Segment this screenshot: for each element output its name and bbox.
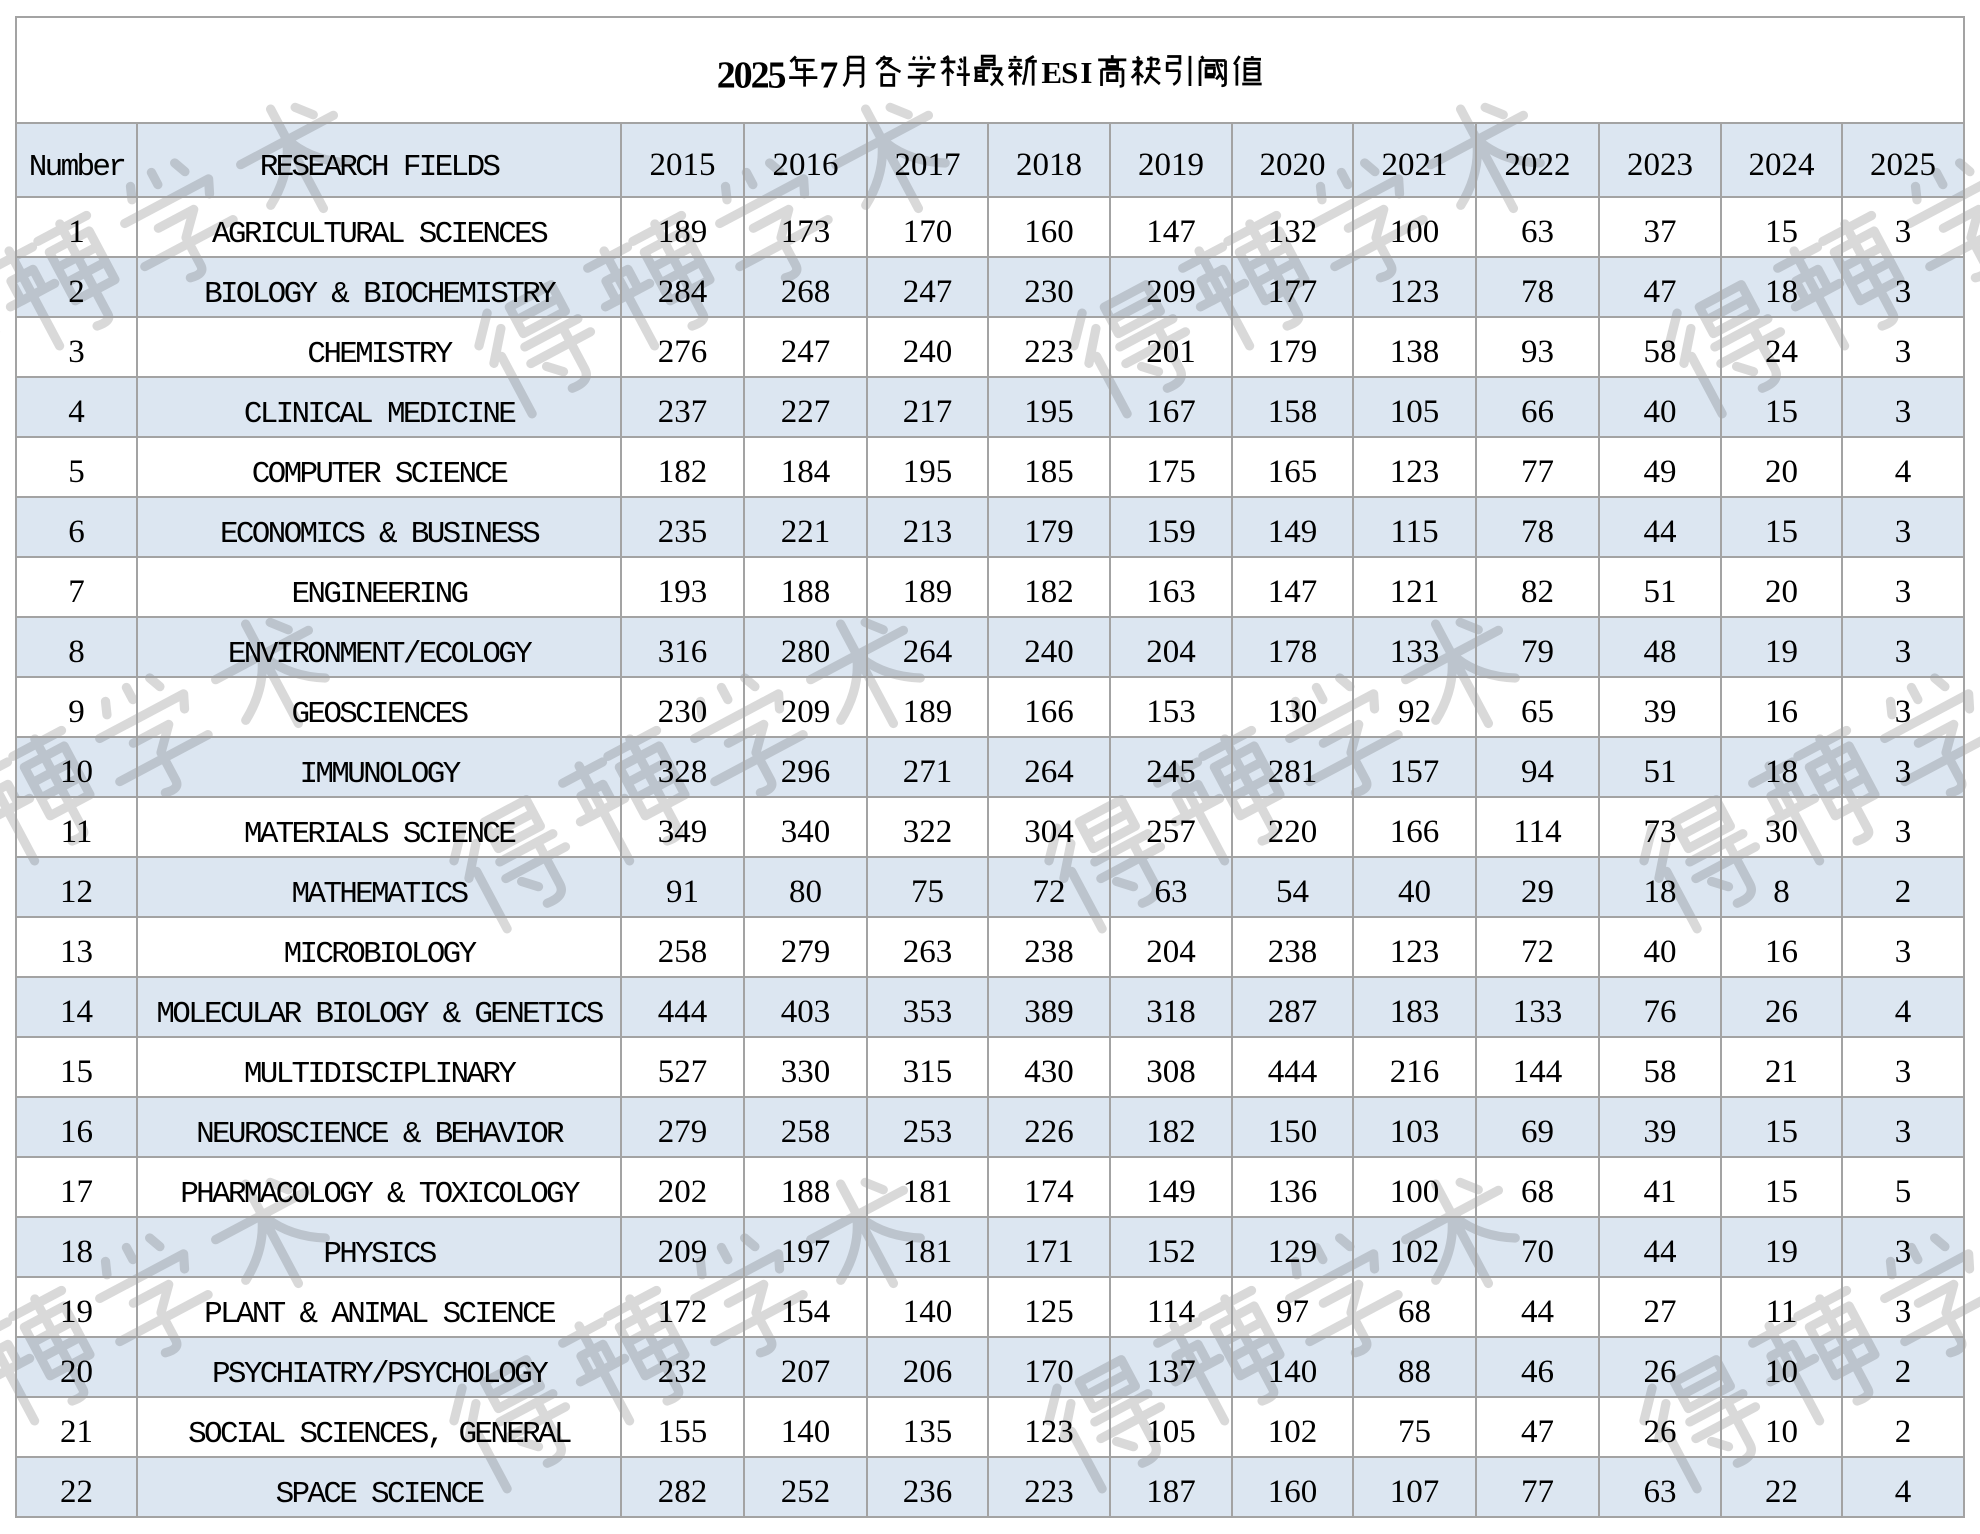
svg-text:I: I [1080, 55, 1092, 90]
svg-text:2025: 2025 [717, 55, 787, 97]
svg-text:E: E [1041, 55, 1062, 90]
svg-text:7: 7 [819, 55, 838, 97]
svg-text:S: S [1061, 55, 1078, 90]
